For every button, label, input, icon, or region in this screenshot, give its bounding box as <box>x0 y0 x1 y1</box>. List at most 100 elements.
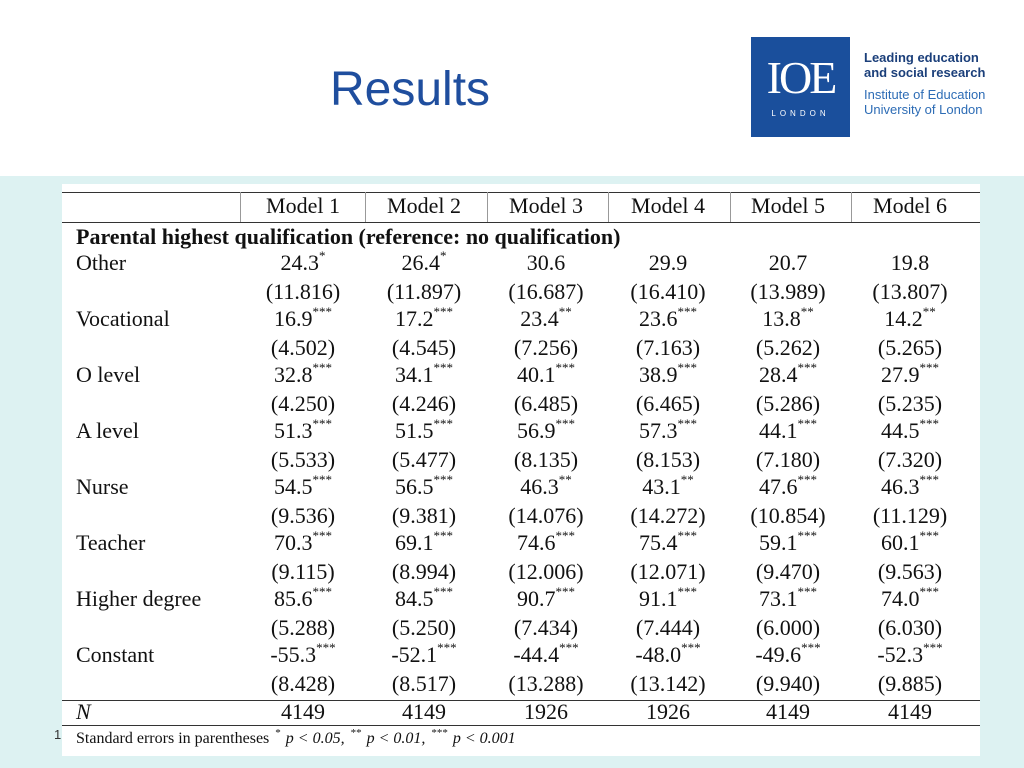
standard-error: (8.153) <box>635 447 701 472</box>
coefficient-cell: 73.1*** <box>728 585 848 612</box>
significance-stars: *** <box>797 472 818 487</box>
significance-stars: *** <box>923 640 943 655</box>
n-label: N <box>76 699 91 724</box>
footnote-note: p < 0.01, <box>366 730 426 747</box>
significance-stars: *** <box>677 360 698 375</box>
coefficient: 43.1 <box>642 474 681 499</box>
row-label: Constant <box>76 642 155 667</box>
coefficient-cell: 70.3*** <box>243 529 363 556</box>
row-label: O level <box>76 362 141 387</box>
coefficient: 74.0 <box>881 586 920 611</box>
column-divider <box>851 192 852 222</box>
footnote-note: p < 0.001 <box>452 730 516 747</box>
significance-stars: *** <box>555 528 576 543</box>
coefficient-cell: 40.1*** <box>486 361 606 388</box>
coefficient-cell: 54.5*** <box>243 472 363 500</box>
significance-stars: *** <box>919 472 940 487</box>
standard-error: (9.563) <box>877 559 943 584</box>
coefficient: 47.6 <box>759 474 798 499</box>
footnote-text: Standard errors in parentheses <box>76 730 270 747</box>
standard-error: (4.545) <box>391 335 457 360</box>
coefficient: 51.5 <box>395 418 434 443</box>
footnote-stars: * <box>275 727 281 739</box>
coefficient-cell: 85.6*** <box>243 584 363 612</box>
coefficient-cell: 51.5*** <box>364 417 484 444</box>
significance-stars: *** <box>312 584 333 599</box>
table-rule <box>62 725 980 726</box>
coefficient-cell: 46.3*** <box>850 472 970 500</box>
coefficient-cell: 20.7 <box>728 250 848 276</box>
standard-error: (16.410) <box>630 279 706 304</box>
coefficient: 56.5 <box>395 474 434 499</box>
n-value: 1926 <box>646 699 690 724</box>
standard-error: (5.288) <box>270 615 336 640</box>
coefficient-cell: 29.9 <box>608 250 728 276</box>
standard-error: (7.320) <box>877 447 943 472</box>
coefficient: 24.3 <box>280 250 320 275</box>
coefficient: 69.1 <box>395 530 434 555</box>
coefficient-cell: 27.9*** <box>850 361 970 388</box>
significance-stars: *** <box>312 472 333 487</box>
standard-error: (12.006) <box>508 559 584 584</box>
row-label: Nurse <box>76 474 129 499</box>
coefficient-cell: 46.3** <box>486 473 606 500</box>
standard-error: (16.687) <box>508 279 584 304</box>
coefficient-cell: 56.9*** <box>486 417 606 444</box>
coefficient-cell: 23.6*** <box>608 305 728 332</box>
significance-stars: *** <box>797 360 818 375</box>
significance-stars: *** <box>919 584 940 599</box>
coefficient: 28.4 <box>759 362 798 387</box>
standard-error: (9.940) <box>755 671 821 696</box>
coefficient: 23.6 <box>639 306 678 331</box>
significance-stars: ** <box>680 472 694 487</box>
column-header: Model 1 <box>266 193 340 218</box>
standard-error: (6.030) <box>877 615 943 640</box>
footnote: Standard errors in parentheses * p < 0.05,… <box>76 727 516 748</box>
coefficient-cell: 26.4* <box>364 249 484 276</box>
coefficient-cell: 23.4** <box>486 305 606 332</box>
institution-line: Institute of Education <box>864 87 986 102</box>
significance-stars: *** <box>433 584 454 599</box>
coefficient-cell: 74.6*** <box>486 528 606 556</box>
standard-error: (8.517) <box>391 671 457 696</box>
logo-mark: IOE <box>766 52 838 103</box>
coefficient: 40.1 <box>517 362 556 387</box>
coefficient: 46.3 <box>520 474 559 499</box>
standard-error: (7.163) <box>635 335 701 360</box>
institution-line: University of London <box>864 102 983 117</box>
coefficient: -44.4 <box>513 642 560 667</box>
row-label: Teacher <box>76 530 146 555</box>
row-label: Higher degree <box>76 586 202 611</box>
coefficient-cell: -55.3*** <box>243 641 363 668</box>
coefficient-cell: -44.4*** <box>486 641 606 668</box>
coefficient: 70.3 <box>274 530 313 555</box>
column-header: Model 6 <box>873 193 947 218</box>
standard-error: (9.536) <box>270 503 336 528</box>
footnote-note: p < 0.05, <box>285 730 345 747</box>
coefficient-cell: 30.6 <box>486 250 606 276</box>
standard-error: (5.533) <box>270 447 336 472</box>
coefficient-cell: 19.8 <box>850 250 970 276</box>
significance-stars: *** <box>555 584 576 599</box>
standard-error: (10.854) <box>750 503 826 528</box>
standard-error: (5.262) <box>755 335 821 360</box>
standard-error: (7.180) <box>755 447 821 472</box>
footnote-stars: ** <box>350 727 362 739</box>
significance-stars: *** <box>433 304 454 319</box>
standard-error: (4.250) <box>270 391 336 416</box>
coefficient-cell: 44.1*** <box>728 417 848 444</box>
standard-error: (6.485) <box>513 391 579 416</box>
section-heading: Parental highest qualification (referenc… <box>76 224 621 249</box>
column-divider <box>240 192 241 222</box>
page-number: 1 <box>54 727 62 742</box>
coefficient-cell: 75.4*** <box>608 529 728 556</box>
coefficient: 90.7 <box>517 586 556 611</box>
column-header: Model 5 <box>751 193 825 218</box>
table-rule <box>62 192 980 193</box>
coefficient-cell: 60.1*** <box>850 529 970 556</box>
column-divider <box>608 192 609 222</box>
coefficient: 73.1 <box>759 586 798 611</box>
standard-error: (5.286) <box>755 391 821 416</box>
significance-stars: *** <box>797 528 818 543</box>
